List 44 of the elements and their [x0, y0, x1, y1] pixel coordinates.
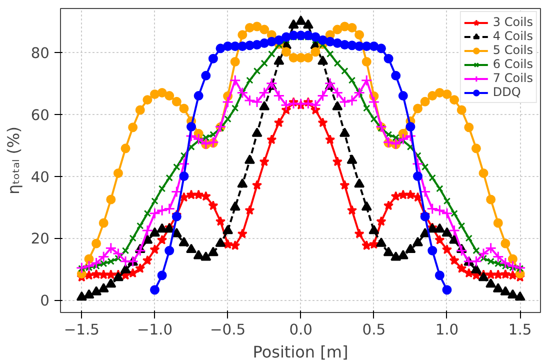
legend-label: 6 Coils [492, 57, 533, 71]
point [442, 285, 452, 295]
x-tick-label: −1.0 [136, 322, 173, 338]
y-axis-title: ηₜₒₜₐₗ (%) [4, 126, 23, 194]
legend-label: DDQ [492, 85, 521, 99]
point [252, 40, 262, 50]
point [274, 35, 284, 45]
point [391, 70, 401, 80]
x-tick-label: 1.5 [508, 322, 532, 338]
point [384, 54, 394, 64]
x-axis-title: Position [m] [252, 342, 348, 362]
point [157, 270, 167, 280]
point [150, 285, 160, 295]
y-tick-label: 80 [30, 44, 50, 62]
point [340, 40, 350, 50]
x-tick-label: 0.5 [362, 322, 386, 338]
point [406, 122, 416, 132]
point [376, 44, 386, 54]
point [186, 122, 196, 132]
point [310, 32, 320, 42]
y-tick-label: 20 [30, 230, 50, 248]
point [194, 91, 204, 101]
point [413, 172, 423, 182]
x-tick-label: 0.0 [289, 322, 313, 338]
x-tick-label: 1.0 [435, 322, 459, 338]
legend-label: 4 Coils [492, 29, 533, 43]
point [398, 91, 408, 101]
legend-label: 5 Coils [492, 43, 533, 57]
point [325, 36, 335, 46]
point [434, 270, 444, 280]
legend-label: 7 Coils [492, 71, 533, 85]
y-tick-label: 40 [30, 168, 50, 186]
y-tick-label: 0 [40, 292, 50, 310]
x-tick-label: −0.5 [210, 322, 246, 338]
point [179, 172, 189, 182]
x-tick-label: −1.5 [64, 322, 100, 338]
point [282, 32, 292, 42]
point [164, 246, 174, 256]
point [428, 246, 438, 256]
point [369, 42, 379, 52]
legend-label: 3 Coils [492, 15, 533, 29]
point [201, 70, 211, 80]
point [208, 54, 218, 64]
y-tick-label: 60 [30, 106, 50, 124]
